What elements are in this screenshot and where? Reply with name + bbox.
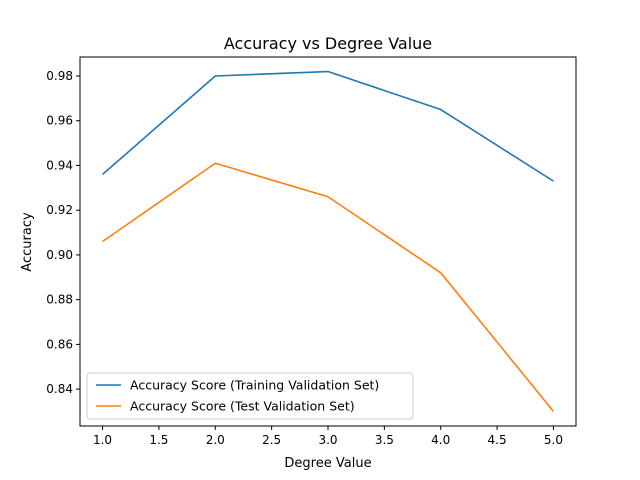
series-lines	[102, 70, 555, 412]
x-tick-label: 4.5	[488, 433, 507, 447]
legend-label: Accuracy Score (Test Validation Set)	[130, 399, 355, 414]
legend-box	[86, 372, 414, 420]
x-tick-label: 3.0	[318, 433, 337, 447]
y-tick-label: 0.94	[46, 158, 73, 172]
x-tick-label: 5.0	[544, 433, 563, 447]
plot-frame	[79, 56, 577, 427]
y-tick-label: 0.84	[46, 382, 73, 396]
x-tick-label: 3.5	[375, 433, 394, 447]
y-tick-label: 0.92	[46, 203, 73, 217]
x-tick-label: 2.5	[262, 433, 281, 447]
y-tick-label: 0.90	[46, 248, 73, 262]
y-tick-label: 0.88	[46, 293, 73, 307]
x-tick-label: 1.0	[93, 433, 112, 447]
axis-ticks: 1.0 1.5 2.0 2.5 3.0 3.5 4.0 4.5 5.0 0.84 0.86 0.88 0…	[46, 69, 563, 447]
series-line-0	[102, 70, 554, 182]
x-tick-label: 4.0	[431, 433, 450, 447]
y-axis-label: Accuracy	[20, 212, 35, 272]
y-tick-label: 0.96	[46, 114, 73, 128]
x-tick-label: 2.0	[206, 433, 225, 447]
x-axis-label: Degree Value	[284, 456, 371, 471]
legend: Accuracy Score (Training Validation Set)…	[86, 372, 414, 420]
legend-label: Accuracy Score (Training Validation Set)	[130, 378, 379, 393]
chart-title: Accuracy vs Degree Value	[224, 34, 432, 53]
y-tick-label: 0.98	[46, 69, 73, 83]
series-line-1	[102, 162, 555, 412]
y-tick-label: 0.86	[46, 337, 73, 351]
x-tick-label: 1.5	[149, 433, 168, 447]
